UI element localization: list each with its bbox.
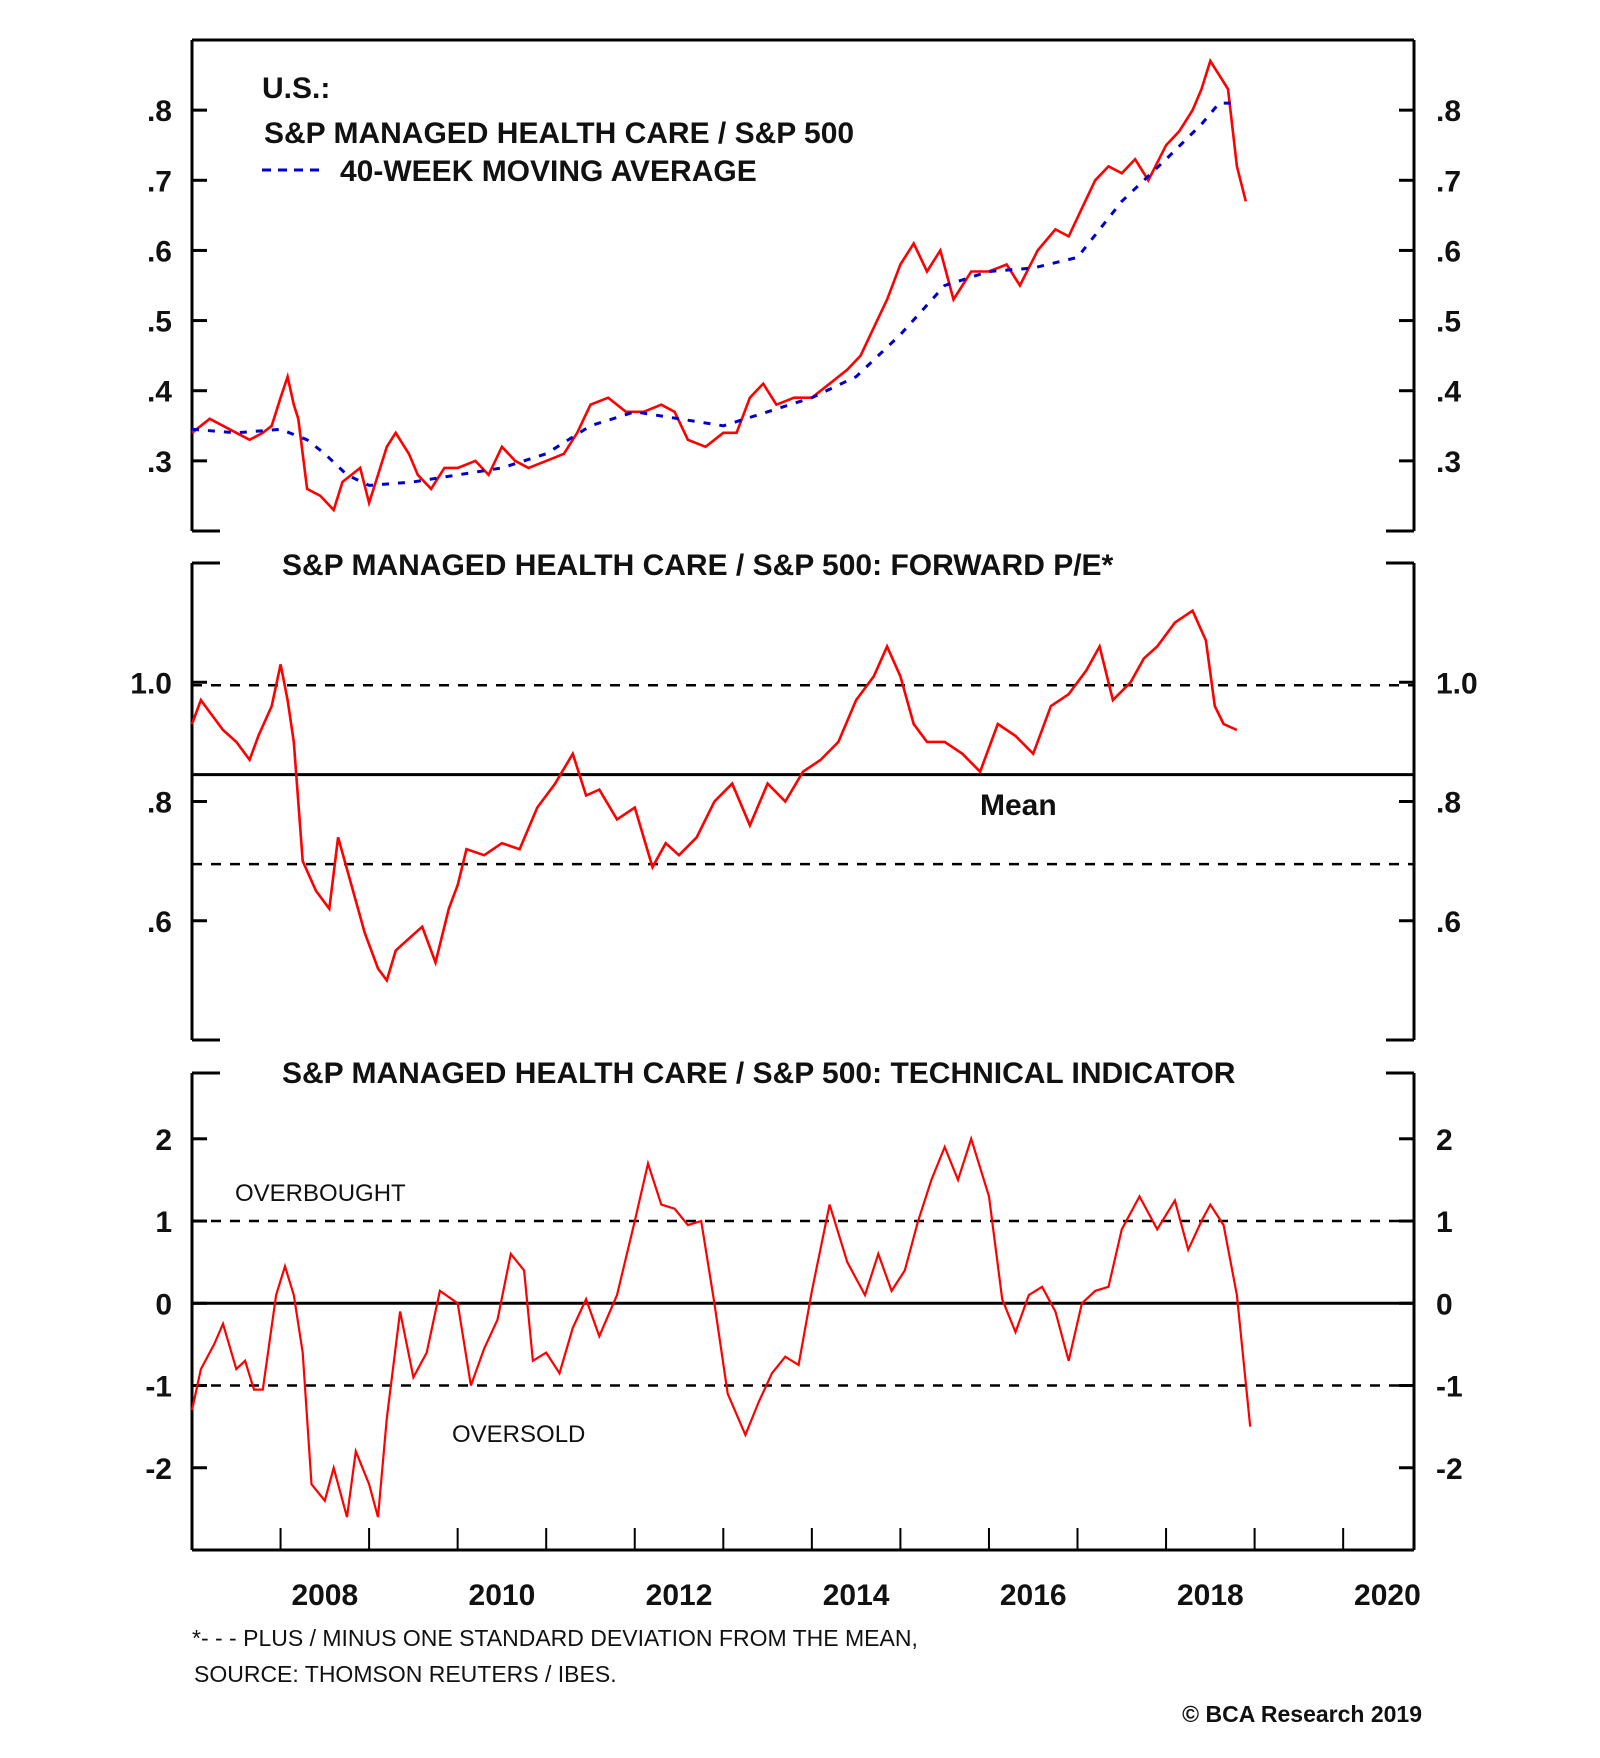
panel-price-ratio: U.S.: S&P MANAGED HEALTH CARE / S&P 500 … <box>147 38 1461 533</box>
legend-ma-label: 40-WEEK MOVING AVERAGE <box>340 155 757 188</box>
x-tick-label: 2008 <box>291 1579 358 1612</box>
oversold-label: OVERSOLD <box>452 1421 585 1448</box>
y-tick-label-left: .8 <box>147 787 172 820</box>
y-tick-label-right: .7 <box>1436 165 1461 198</box>
y-tick-label-left: .6 <box>147 906 172 939</box>
y-tick-label-left: 1.0 <box>130 667 172 700</box>
y-tick-label-left: -1 <box>145 1371 172 1404</box>
y-tick-label-right: .4 <box>1436 376 1461 409</box>
panel1-title-line1: U.S.: <box>262 72 330 105</box>
y-tick-label-left: .3 <box>147 446 172 479</box>
y-tick-label-left: .4 <box>147 376 172 409</box>
y-tick-label-right: .8 <box>1436 787 1461 820</box>
series-line-forward_pe <box>190 608 1238 984</box>
series-line-price_ratio <box>191 57 1248 513</box>
y-tick-label-right: .3 <box>1436 446 1461 479</box>
y-tick-label-left: 2 <box>155 1124 172 1157</box>
x-tick-label: 2012 <box>646 1579 713 1612</box>
series-line-technical_indicator <box>190 1135 1252 1518</box>
x-tick-label: 2018 <box>1177 1579 1244 1612</box>
y-tick-label-left: -2 <box>145 1453 172 1486</box>
y-tick-label-right: .6 <box>1436 906 1461 939</box>
y-tick-label-right: .6 <box>1436 235 1461 268</box>
y-tick-label-right: .8 <box>1436 95 1461 128</box>
panel-forward-pe: S&P MANAGED HEALTH CARE / S&P 500: FORWA… <box>130 549 1478 1042</box>
y-tick-label-left: 0 <box>155 1288 172 1321</box>
y-tick-label-right: -2 <box>1436 1453 1463 1486</box>
y-tick-label-left: .8 <box>147 95 172 128</box>
y-tick-label-right: -1 <box>1436 1371 1463 1404</box>
overbought-label: OVERBOUGHT <box>235 1180 406 1207</box>
y-tick-label-right: .5 <box>1436 306 1461 339</box>
footnote-source: SOURCE: THOMSON REUTERS / IBES. <box>194 1661 617 1687</box>
y-tick-label-left: .6 <box>147 235 172 268</box>
x-tick-label: 2010 <box>469 1579 536 1612</box>
x-tick-label: 2014 <box>823 1579 890 1612</box>
panel1-title-line2: S&P MANAGED HEALTH CARE / S&P 500 <box>264 117 854 150</box>
y-tick-label-right: 1 <box>1436 1206 1453 1239</box>
panel3-title: S&P MANAGED HEALTH CARE / S&P 500: TECHN… <box>282 1057 1236 1090</box>
y-tick-label-right: 1.0 <box>1436 667 1478 700</box>
mean-label: Mean <box>980 789 1057 822</box>
y-tick-label-right: 2 <box>1436 1124 1453 1157</box>
y-tick-label-left: .5 <box>147 306 172 339</box>
copyright: © BCA Research 2019 <box>1182 1701 1422 1727</box>
panel-technical-indicator: S&P MANAGED HEALTH CARE / S&P 500: TECHN… <box>145 1057 1462 1612</box>
y-tick-label-left: .7 <box>147 165 172 198</box>
panel2-title: S&P MANAGED HEALTH CARE / S&P 500: FORWA… <box>282 549 1114 582</box>
y-tick-label-left: 1 <box>155 1206 172 1239</box>
y-tick-label-right: 0 <box>1436 1288 1453 1321</box>
footnote-sd: *- - - PLUS / MINUS ONE STANDARD DEVIATI… <box>192 1625 918 1651</box>
x-tick-label: 2016 <box>1000 1579 1067 1612</box>
x-tick-label: 2020 <box>1354 1579 1421 1612</box>
